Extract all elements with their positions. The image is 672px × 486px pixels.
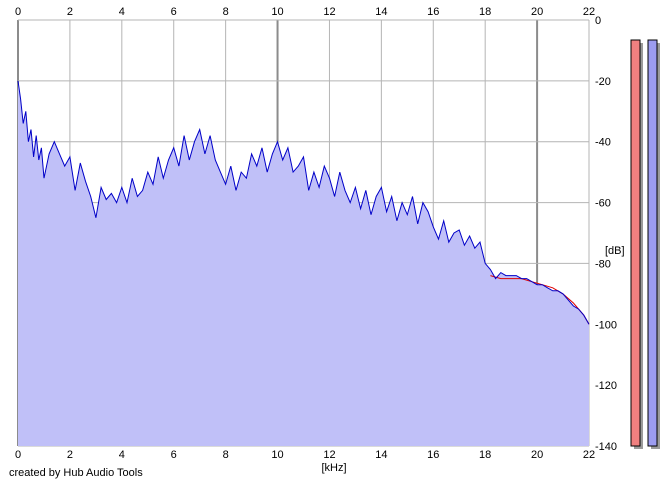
x-tick-label-bottom: 14 bbox=[375, 449, 387, 461]
x-tick-label-top: 14 bbox=[375, 6, 387, 18]
x-tick-label-bottom: 10 bbox=[271, 449, 283, 461]
x-tick-label-bottom: 2 bbox=[67, 449, 73, 461]
series-blue-line bbox=[17, 80, 590, 325]
meter-right bbox=[647, 39, 658, 447]
series-lines bbox=[17, 80, 590, 325]
x-axis-label: [kHz] bbox=[321, 462, 346, 474]
y-tick-label: -80 bbox=[595, 258, 611, 270]
x-tick-label-bottom: 6 bbox=[171, 449, 177, 461]
x-tick-label-top: 18 bbox=[479, 6, 491, 18]
x-tick-label-top: 4 bbox=[119, 6, 125, 18]
x-tick-label-top: 12 bbox=[323, 6, 335, 18]
x-tick-label-bottom: 12 bbox=[323, 449, 335, 461]
x-tick-label-bottom: 16 bbox=[427, 449, 439, 461]
y-tick-label: -40 bbox=[595, 137, 611, 149]
x-tick-label-top: 6 bbox=[171, 6, 177, 18]
x-tick-label-bottom: 22 bbox=[583, 449, 595, 461]
x-tick-label-bottom: 20 bbox=[531, 449, 543, 461]
y-tick-label: 0 bbox=[595, 15, 601, 27]
spectrum-area bbox=[18, 80, 589, 447]
x-tick-label-top: 0 bbox=[15, 6, 21, 18]
x-tick-label-top: 16 bbox=[427, 6, 439, 18]
x-tick-label-bottom: 8 bbox=[223, 449, 229, 461]
x-tick-label-top: 22 bbox=[583, 6, 595, 18]
meter-left bbox=[630, 39, 641, 447]
y-tick-label: -20 bbox=[595, 76, 611, 88]
x-tick-label-top: 8 bbox=[223, 6, 229, 18]
y-tick-label: -140 bbox=[595, 441, 617, 453]
x-tick-label-top: 2 bbox=[67, 6, 73, 18]
x-tick-label-bottom: 0 bbox=[15, 449, 21, 461]
y-tick-label: -120 bbox=[595, 380, 617, 392]
x-tick-label-top: 20 bbox=[531, 6, 543, 18]
x-tick-label-top: 10 bbox=[271, 6, 283, 18]
y-tick-label: -60 bbox=[595, 198, 611, 210]
y-tick-label: -100 bbox=[595, 319, 617, 331]
credit-text: created by Hub Audio Tools bbox=[9, 467, 143, 479]
level-meters bbox=[630, 39, 660, 449]
x-tick-label-bottom: 18 bbox=[479, 449, 491, 461]
y-axis-label: [dB] bbox=[605, 245, 625, 257]
x-tick-label-bottom: 4 bbox=[119, 449, 125, 461]
y-tick-labels: 0 -20 -40 -60 -80 -100 -120 -140 bbox=[595, 15, 617, 453]
